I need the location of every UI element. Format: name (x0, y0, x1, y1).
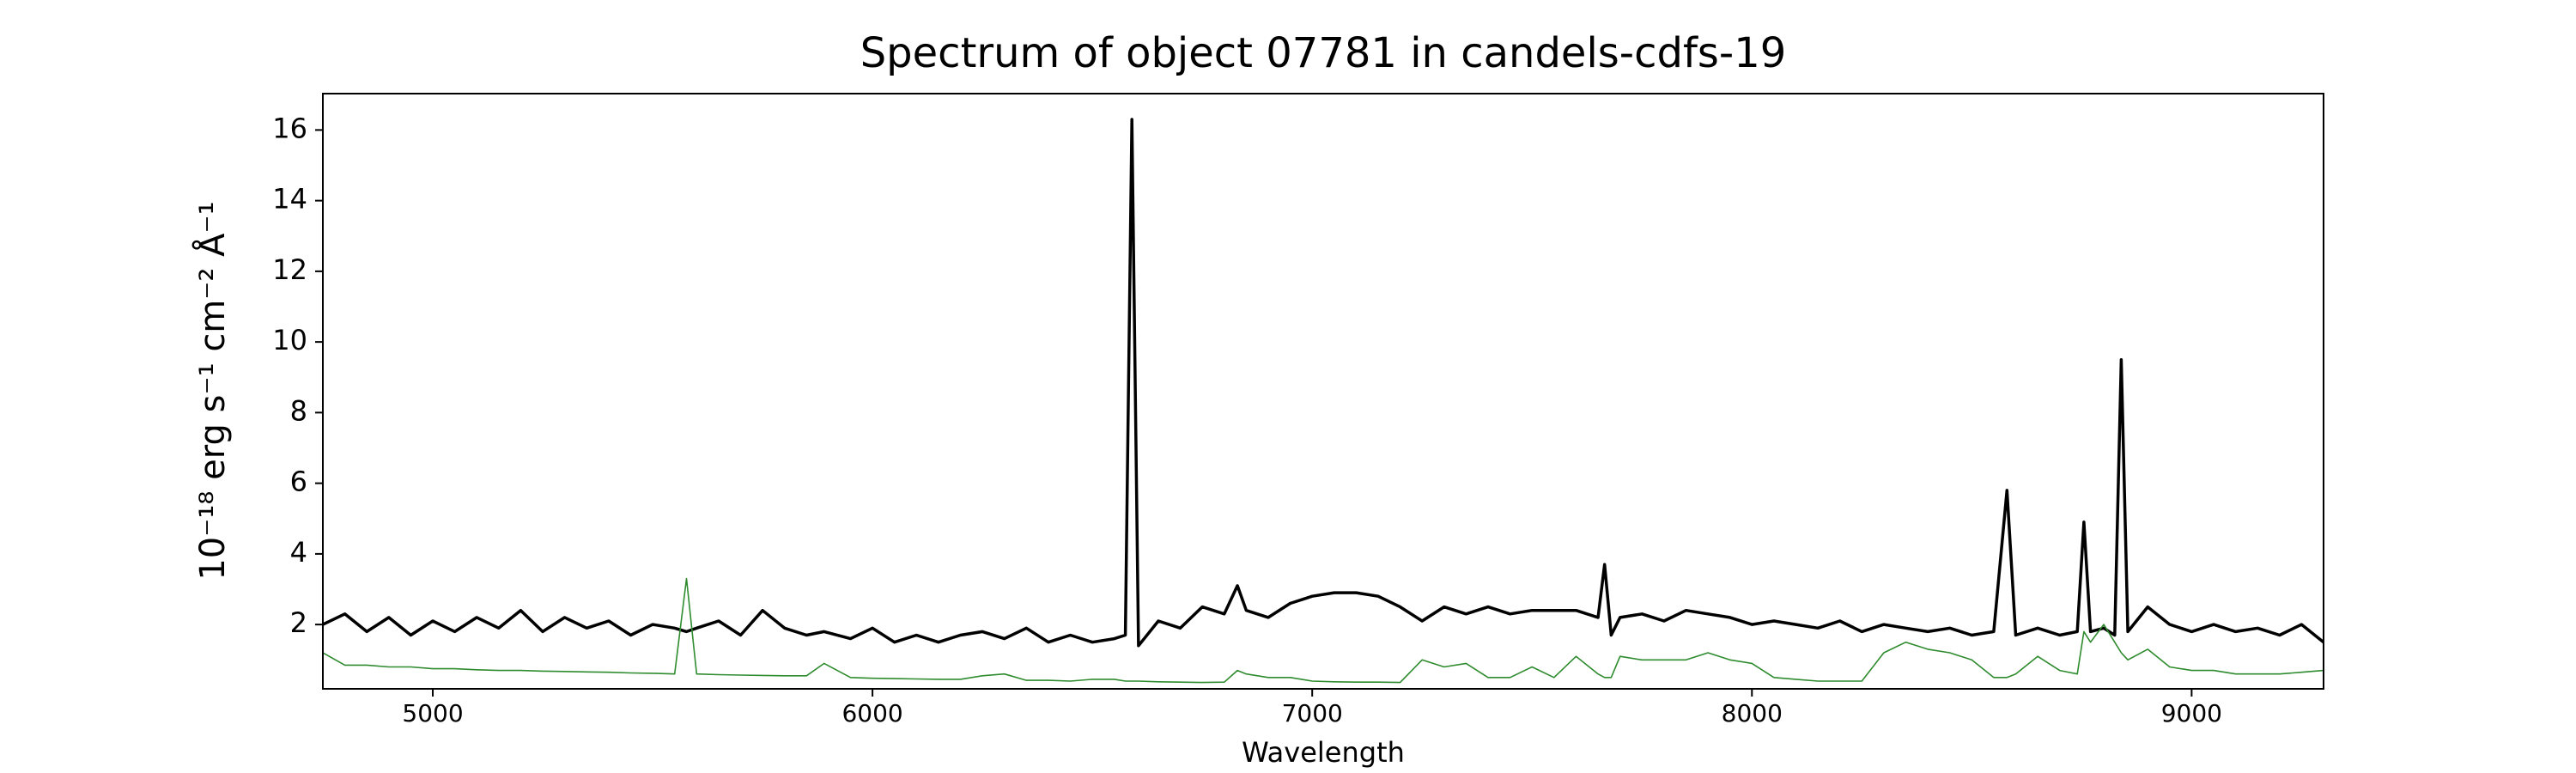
spectrum-line (323, 577, 2324, 684)
x-tick-label: 5000 (402, 699, 463, 727)
y-tick-label: 2 (290, 606, 307, 639)
chart-title: Spectrum of object 07781 in candels-cdfs… (860, 29, 1787, 77)
y-axis-label: 10⁻¹⁸ erg s⁻¹ cm⁻² Å⁻¹ (191, 201, 233, 580)
y-tick-label: 14 (272, 183, 307, 216)
y-tick-label: 16 (272, 112, 307, 144)
x-tick-label: 7000 (1282, 699, 1343, 727)
x-tick-label: 8000 (1722, 699, 1783, 727)
x-axis-label: Wavelength (1242, 736, 1405, 769)
y-tick-label: 6 (290, 466, 307, 498)
plot-frame (322, 93, 2324, 690)
y-tick-label: 8 (290, 394, 307, 427)
spectrum-line (323, 118, 2324, 648)
y-tick-label: 10 (272, 324, 307, 356)
y-tick-label: 4 (290, 536, 307, 569)
x-tick-label: 9000 (2161, 699, 2222, 727)
x-tick-label: 6000 (841, 699, 902, 727)
y-tick-label: 12 (272, 253, 307, 286)
